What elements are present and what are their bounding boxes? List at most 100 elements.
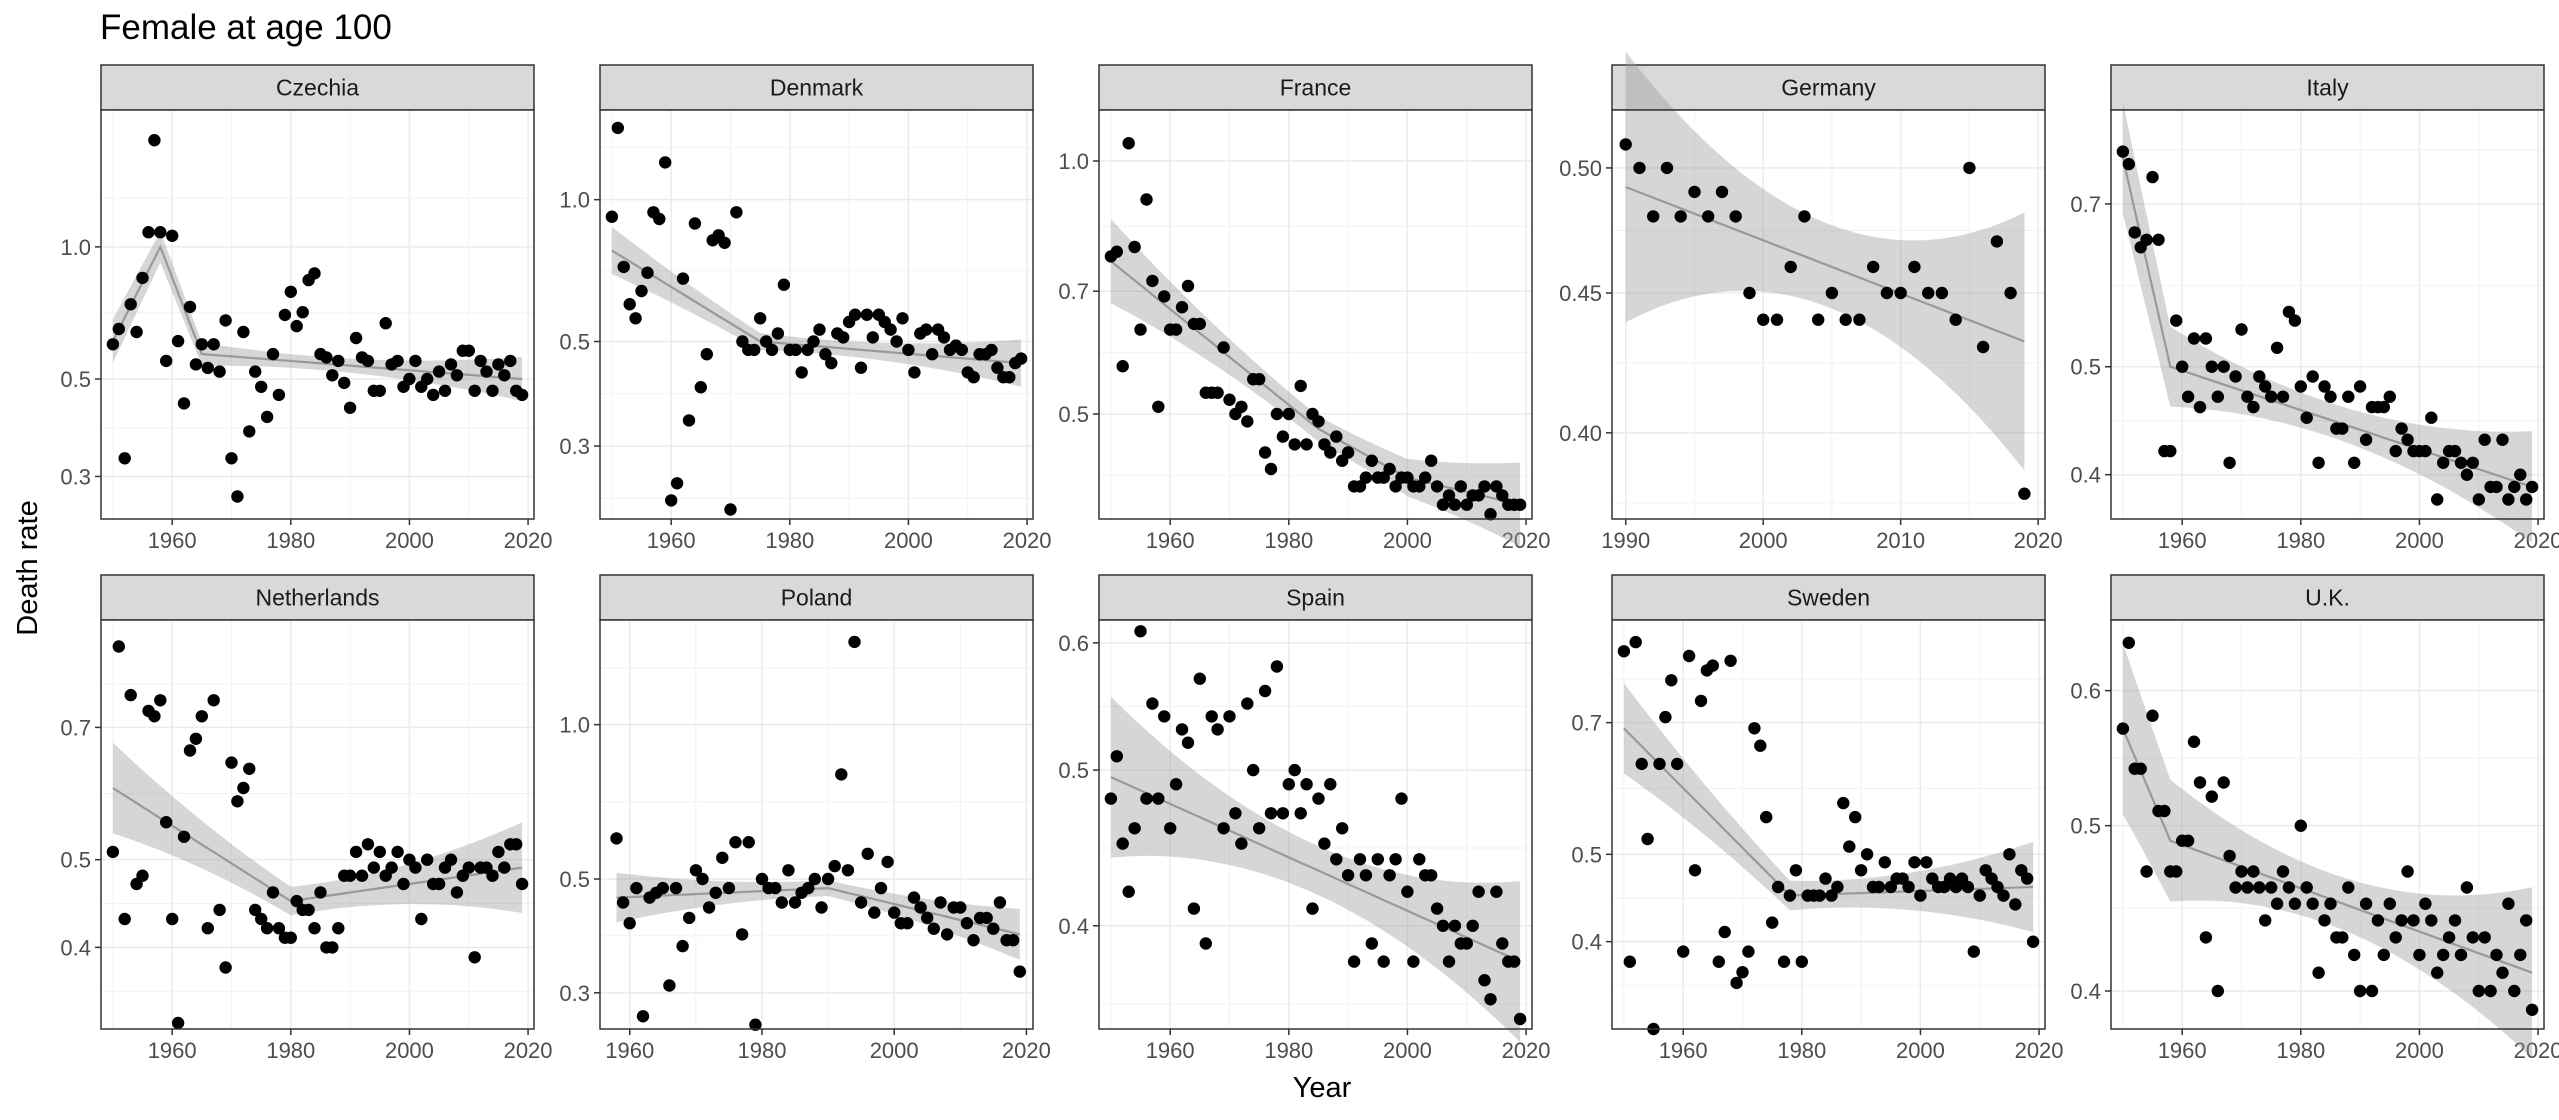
panel-border [1098,619,1533,1030]
data-point [2306,897,2319,910]
data-point [1894,286,1907,300]
data-point [112,640,126,653]
data-point [1425,454,1438,467]
data-point [1813,889,1826,902]
data-point [1854,864,1868,877]
data-point [1454,480,1468,493]
data-point [2502,493,2515,506]
data-point [1104,792,1118,805]
data-point [2454,948,2468,962]
data-point [1282,407,1296,421]
data-point [1922,286,1935,300]
y-tick-label: 0.3 [559,434,590,459]
data-point [748,343,761,357]
data-point [1425,869,1438,882]
data-point [2116,722,2130,735]
data-point [2276,390,2290,403]
data-point [828,859,841,873]
data-point [266,347,280,361]
data-point [2223,849,2236,863]
data-point [2389,444,2402,458]
data-point [1152,400,1165,413]
data-point [754,312,767,325]
data-point [861,847,874,860]
facet-strip-label: France [1280,75,1352,101]
data-point [1258,684,1272,698]
data-point [1223,393,1236,406]
data-point [1448,919,1462,932]
data-point [2003,848,2016,861]
data-point [1837,796,1850,810]
data-point [1300,438,1313,451]
x-tick-label: 2000 [1896,1038,1945,1063]
data-point [2520,493,2533,506]
data-point [1324,446,1337,459]
data-point [2282,305,2296,319]
data-point [302,903,315,917]
data-point [1990,235,2004,248]
data-point [1158,710,1171,723]
y-tick-label: 0.5 [1058,758,1089,783]
data-point [967,934,980,947]
data-point [2348,456,2361,469]
y-tick-label: 0.4 [1571,930,1602,955]
data-point [815,901,828,914]
data-point [676,272,690,285]
data-point [696,872,709,886]
data-point [213,903,226,917]
data-point [1659,710,1672,724]
data-point [2514,948,2527,962]
data-point [1973,889,1987,902]
data-point [1122,137,1135,150]
data-point [1377,955,1390,968]
data-point [2265,390,2278,403]
data-point [1229,807,1242,820]
data-point [2122,636,2135,649]
data-point [1860,848,1874,861]
data-point [1472,489,1485,502]
data-point [795,366,808,379]
data-point [397,877,410,891]
data-point [2140,865,2153,878]
data-point [2383,897,2396,910]
data-point [166,912,179,926]
data-point [1914,889,1927,902]
data-point [1389,853,1402,866]
y-axis-title: Death rate [12,500,44,635]
x-tick-label: 2020 [504,528,553,553]
data-point [2318,914,2331,927]
data-point [343,401,357,414]
data-point [1383,462,1396,476]
x-axis-title: Year [1293,1072,1352,1104]
facet-strip [1611,64,2046,111]
data-point [142,226,155,239]
data-point [1146,274,1159,288]
data-point [2448,914,2462,927]
facet-strip-label: Czechia [276,75,359,101]
data-point [1513,1012,1527,1026]
data-point [1158,290,1171,303]
data-point [415,912,428,926]
data-point [1478,974,1491,987]
data-point [1140,193,1153,206]
data-point [1270,660,1284,673]
data-point [1128,240,1141,254]
data-point [2170,314,2183,327]
data-point [1169,778,1183,791]
data-point [2134,762,2147,775]
data-point [231,490,244,503]
data-point [860,308,874,321]
data-point [2288,314,2302,327]
data-point [1181,279,1195,293]
data-point [1401,471,1414,484]
data-point [1760,810,1773,824]
data-point [2229,881,2242,894]
data-point [1484,508,1497,521]
data-point [2472,493,2485,506]
data-point [921,911,934,925]
data-point [2431,493,2444,506]
y-tick-label: 0.5 [1058,402,1089,427]
data-point [379,317,392,330]
data-point [1235,400,1248,413]
data-point [1341,446,1355,459]
